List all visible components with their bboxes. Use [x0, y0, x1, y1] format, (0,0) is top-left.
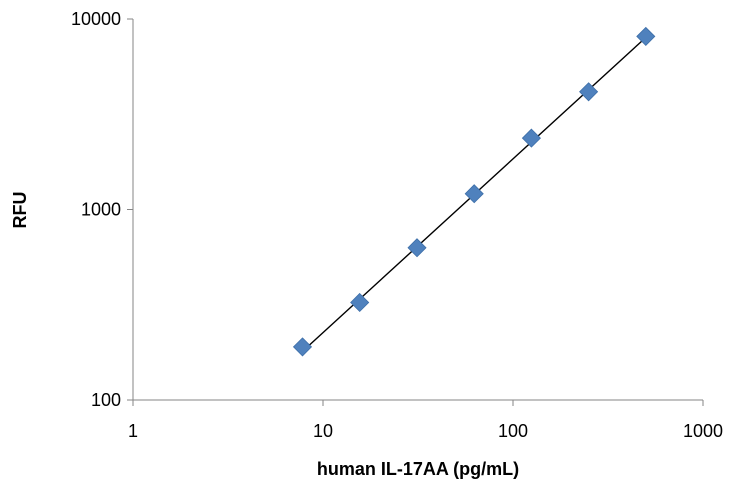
data-point — [407, 238, 427, 258]
data-point — [579, 82, 599, 102]
x-tick-label: 1000 — [683, 421, 723, 441]
data-point — [292, 337, 313, 357]
y-tick-label: 10000 — [71, 9, 121, 29]
x-tick-label: 10 — [313, 421, 333, 441]
y-tick-label: 100 — [91, 390, 121, 410]
data-point — [636, 26, 656, 46]
y-tick-label: 1000 — [81, 200, 121, 220]
y-axis-title: RFU — [10, 192, 30, 229]
data-point — [350, 292, 370, 313]
data-points — [292, 26, 656, 357]
data-point — [464, 184, 484, 204]
x-axis-title: human IL-17AA (pg/mL) — [317, 459, 519, 479]
ticks: 100 1000 10000 1 10 100 1000 — [71, 9, 723, 441]
axes — [132, 19, 703, 401]
x-tick-label: 1 — [128, 421, 138, 441]
data-point — [521, 128, 541, 148]
x-tick-label: 100 — [498, 421, 528, 441]
